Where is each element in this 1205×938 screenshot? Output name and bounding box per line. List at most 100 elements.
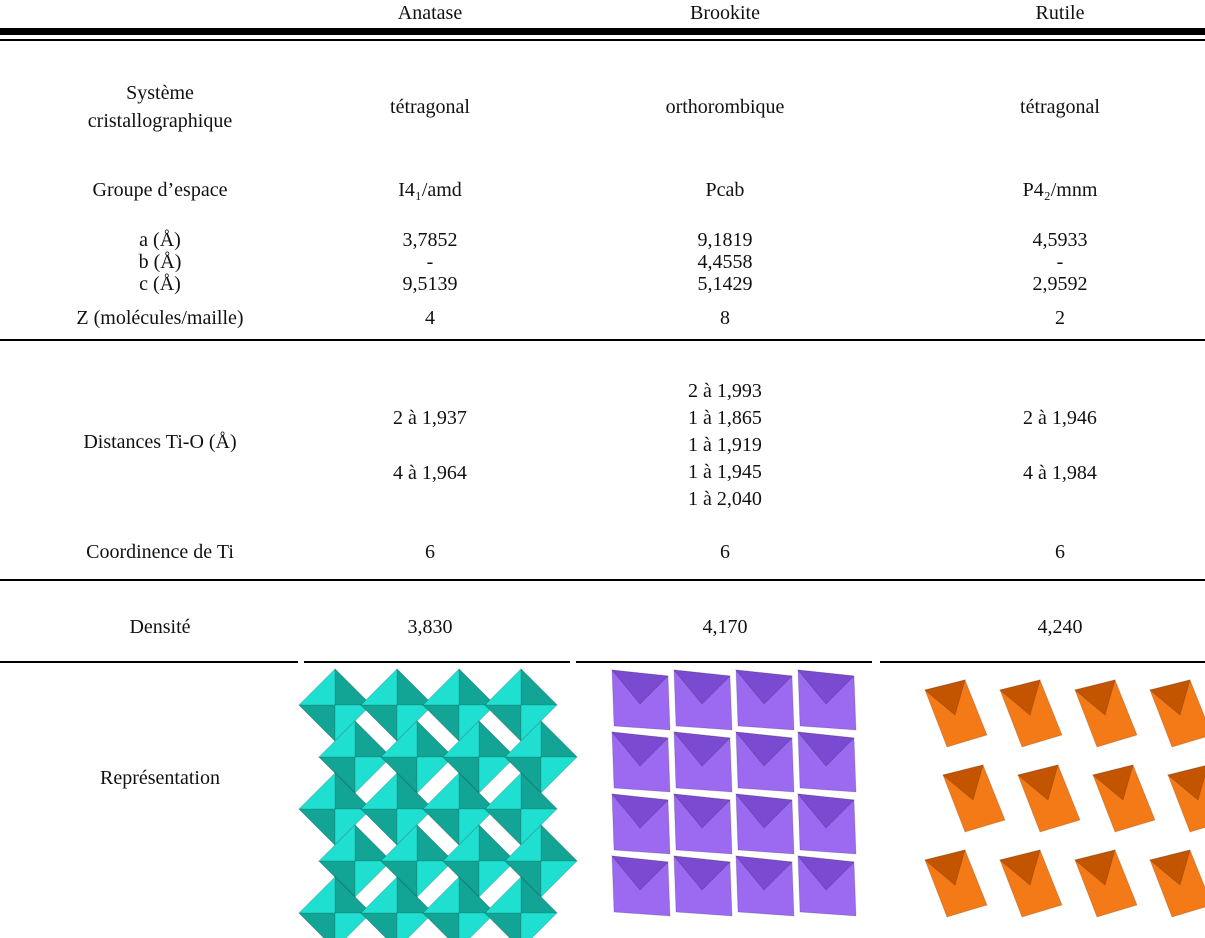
polyhedron bbox=[672, 793, 732, 829]
polyhedron bbox=[334, 667, 373, 706]
polyhedron bbox=[354, 719, 393, 758]
polyhedron bbox=[297, 808, 336, 847]
cell-text: 1 à 1,919 bbox=[688, 434, 762, 456]
cell-text: 4,5933 bbox=[1032, 229, 1088, 251]
polyhedron bbox=[416, 823, 455, 862]
cell-text: Représentation bbox=[100, 767, 220, 789]
cell-text: 6 bbox=[425, 541, 435, 563]
polyhedron bbox=[923, 849, 966, 886]
polyhedron bbox=[610, 669, 670, 705]
polyhedron bbox=[540, 719, 579, 758]
polyhedron bbox=[421, 808, 460, 847]
cell-text: 2 bbox=[1055, 307, 1065, 329]
polyhedron bbox=[458, 771, 497, 810]
polyhedron bbox=[520, 875, 559, 914]
cell-text: 9,5139 bbox=[402, 273, 458, 295]
polyhedron bbox=[672, 855, 732, 891]
cell-text: 6 bbox=[720, 541, 730, 563]
cell-text: c (Å) bbox=[139, 273, 181, 295]
polyhedron bbox=[734, 731, 794, 767]
cell-text: 8 bbox=[720, 307, 730, 329]
polyhedron bbox=[396, 667, 435, 706]
polyhedron bbox=[1166, 765, 1205, 801]
polyhedron bbox=[334, 771, 373, 810]
cell-text: Densité bbox=[129, 616, 191, 638]
polyhedron bbox=[458, 667, 497, 706]
cell-text: 1 à 1,865 bbox=[688, 407, 762, 429]
polyhedron bbox=[1148, 679, 1191, 716]
polyhedron bbox=[998, 849, 1041, 886]
cell-text: 4,4558 bbox=[697, 251, 753, 273]
polyhedron bbox=[334, 875, 373, 914]
cell-text: a (Å) bbox=[139, 229, 181, 251]
cell-text: 1 à 1,945 bbox=[688, 461, 762, 483]
polyhedron bbox=[610, 793, 670, 829]
polyhedron bbox=[297, 704, 336, 743]
cell-text: Coordinence de Ti bbox=[86, 541, 234, 563]
rule bbox=[0, 339, 1205, 341]
rule bbox=[576, 661, 872, 663]
cell-text: Groupe d’espace bbox=[92, 179, 228, 201]
polyhedron bbox=[478, 719, 517, 758]
cell-text: Z (molécules/maille) bbox=[76, 307, 244, 329]
rule bbox=[880, 661, 1205, 663]
cell-text: - bbox=[1056, 251, 1064, 273]
polyhedron bbox=[520, 771, 559, 810]
cell-text: 2 à 1,993 bbox=[688, 380, 762, 402]
polyhedron bbox=[1073, 849, 1116, 886]
cell-text: b (Å) bbox=[138, 251, 182, 273]
cell-text: 3,7852 bbox=[402, 229, 458, 251]
polyhedron bbox=[672, 669, 732, 705]
polyhedron bbox=[297, 912, 336, 938]
rule bbox=[0, 579, 1205, 581]
cell-text: - bbox=[426, 251, 434, 273]
polyhedron bbox=[796, 669, 856, 705]
polyhedron bbox=[540, 823, 579, 862]
polyhedron bbox=[483, 808, 522, 847]
cell-text: 4 bbox=[425, 307, 435, 329]
cell-text: 9,1819 bbox=[697, 229, 753, 251]
polyhedron bbox=[998, 679, 1041, 716]
cell-text: P4₂/mnm bbox=[1022, 179, 1098, 201]
cell-text: 4,240 bbox=[1037, 616, 1083, 638]
polyhedron bbox=[1148, 849, 1191, 886]
cell-text: Anatase bbox=[397, 2, 463, 24]
cell-text: cristallographique bbox=[87, 110, 233, 132]
cell-text: 2 à 1,946 bbox=[1023, 406, 1097, 429]
cell-text: 2,9592 bbox=[1032, 273, 1088, 295]
cell-text: Pcab bbox=[705, 179, 745, 201]
polyhedron bbox=[796, 731, 856, 767]
polyhedron bbox=[396, 771, 435, 810]
cell-text: 4 à 1,984 bbox=[1023, 461, 1097, 484]
polyhedron bbox=[520, 667, 559, 706]
polyhedron bbox=[483, 704, 522, 743]
polyhedron bbox=[672, 731, 732, 767]
polyhedron bbox=[610, 855, 670, 891]
polyhedron bbox=[1091, 764, 1134, 801]
polyhedron bbox=[610, 731, 670, 767]
polyhedron bbox=[354, 823, 393, 862]
polyhedron bbox=[421, 704, 460, 743]
polyhedron bbox=[421, 912, 460, 938]
cell-text: Rutile bbox=[1035, 2, 1085, 24]
cell-text: I4₁/amd bbox=[398, 179, 462, 201]
polyhedron bbox=[734, 669, 794, 705]
cell-text: Brookite bbox=[690, 2, 760, 24]
polyhedron bbox=[1073, 679, 1116, 716]
polyhedron bbox=[458, 875, 497, 914]
cell-text: Système bbox=[126, 82, 194, 104]
cell-text: tétragonal bbox=[1020, 96, 1100, 118]
polyhedron bbox=[359, 808, 398, 847]
cell-text: 3,830 bbox=[407, 616, 453, 638]
polyhedron bbox=[1016, 764, 1059, 801]
polyhedron bbox=[359, 912, 398, 938]
rule bbox=[0, 661, 298, 663]
polyhedron bbox=[483, 912, 522, 938]
polyhedron bbox=[734, 793, 794, 829]
polyhedron bbox=[734, 855, 794, 891]
cell-text: 5,1429 bbox=[697, 273, 753, 295]
cell-text: 2 à 1,937 bbox=[393, 406, 467, 429]
cell-text: 4,170 bbox=[702, 616, 748, 638]
cell-text: Distances Ti-O (Å) bbox=[83, 431, 237, 453]
